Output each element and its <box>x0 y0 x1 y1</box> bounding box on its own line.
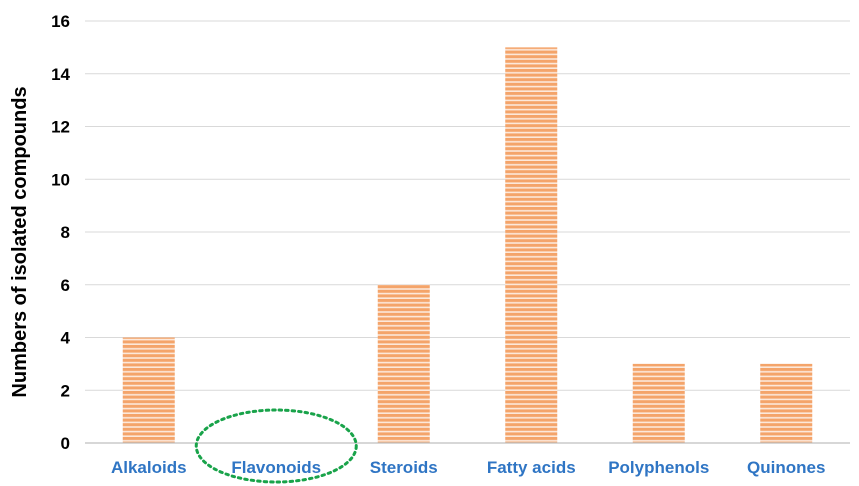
x-axis-categories: Alkaloids Flavonoids Steroids Fatty acids Po… <box>111 458 826 477</box>
y-axis-ticks: 0 2 4 6 8 10 12 14 16 <box>51 12 70 453</box>
x-category-label: Fatty acids <box>487 458 576 477</box>
bar-quinones <box>760 363 813 443</box>
y-tick-label: 10 <box>51 170 70 189</box>
x-category-label: Flavonoids <box>231 458 321 477</box>
x-category-label: Quinones <box>747 458 825 477</box>
y-tick-label: 4 <box>61 329 71 348</box>
highlight-ellipse <box>194 408 358 484</box>
y-tick-label: 6 <box>61 276 70 295</box>
x-category-label: Alkaloids <box>111 458 187 477</box>
bar-steroids <box>377 284 430 443</box>
bar-polyphenols <box>632 363 685 443</box>
y-tick-label: 14 <box>51 65 70 84</box>
bars <box>122 47 813 443</box>
gridlines <box>85 20 850 391</box>
y-tick-label: 2 <box>61 381 70 400</box>
y-tick-label: 0 <box>61 434 70 453</box>
bar-alkaloids <box>122 337 175 443</box>
bar-fatty-acids <box>505 47 558 443</box>
y-tick-label: 12 <box>51 118 70 137</box>
y-tick-label: 16 <box>51 12 70 31</box>
x-category-label: Steroids <box>370 458 438 477</box>
y-tick-label: 8 <box>61 223 70 242</box>
y-axis-title: Numbers of isolated compounds <box>9 86 31 397</box>
x-category-label: Polyphenols <box>608 458 709 477</box>
